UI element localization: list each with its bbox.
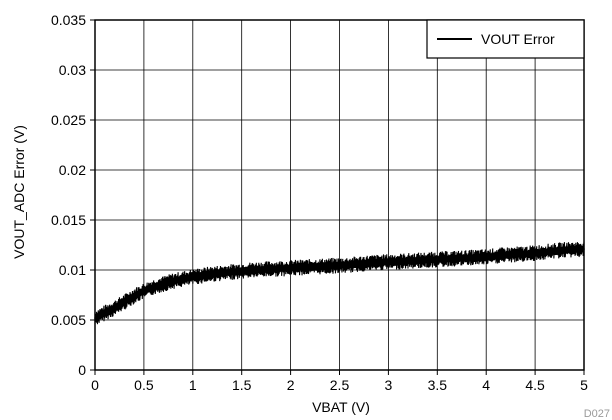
x-tick-label-2.5: 2.5: [330, 377, 350, 393]
data-point-0-14: [270, 268, 272, 270]
data-point-0-8: [172, 280, 175, 282]
y-tick-label-0.03: 0.03: [59, 62, 86, 78]
figure-id-footnote: D027: [584, 408, 610, 420]
plot-frame: [94, 19, 585, 371]
data-point-0-29: [563, 249, 566, 251]
data-point-0-22: [426, 259, 429, 261]
x-tick-label-3: 3: [385, 377, 393, 393]
y-tick-label-0.01: 0.01: [59, 262, 86, 278]
data-point-0-27: [524, 253, 527, 255]
x-tick-label-3.5: 3.5: [428, 377, 448, 393]
data-point-0-28: [544, 251, 546, 253]
data-point-0-25: [485, 256, 488, 258]
data-point-0-10: [192, 276, 194, 278]
x-tick-label-0: 0: [91, 377, 99, 393]
x-tick-label-5: 5: [580, 377, 588, 393]
data-point-0-2: [113, 307, 116, 309]
data-point-0-24: [465, 257, 468, 259]
data-point-0-26: [504, 254, 507, 256]
x-axis-title: VBAT (V): [312, 399, 370, 415]
data-point-0-12: [231, 271, 233, 273]
data-point-0-1: [103, 312, 106, 314]
x-tick-label-4.5: 4.5: [525, 377, 545, 393]
x-tick-labels: 0 0.5 1 1.5 2 2.5 3 3.5 4 4.5 5: [91, 377, 588, 393]
data-point-0-18: [348, 264, 351, 266]
data-point-0-6: [152, 286, 155, 288]
x-tick-label-1: 1: [189, 377, 197, 393]
x-tick-label-2: 2: [287, 377, 295, 393]
y-tick-label-0.025: 0.025: [51, 112, 86, 128]
x-tick-label-1.5: 1.5: [232, 377, 252, 393]
y-tick-label-0.005: 0.005: [51, 312, 86, 328]
series-0: [94, 241, 585, 325]
x-tick-label-0.5: 0.5: [134, 377, 154, 393]
y-axis-title: VOUT_ADC Error (V): [11, 125, 27, 259]
data-point-0-5: [143, 290, 145, 292]
data-point-0-9: [182, 278, 184, 280]
y-tick-label-0.035: 0.035: [51, 12, 86, 28]
legend: VOUT Error: [426, 19, 585, 59]
legend-box: [426, 19, 585, 59]
data-point-0-23: [446, 258, 448, 260]
series-line-0: [94, 241, 585, 325]
data-point-0-13: [250, 269, 253, 271]
data-point-0-11: [211, 273, 214, 275]
y-tick-label-0: 0: [78, 362, 86, 378]
data-point-0-4: [133, 295, 135, 297]
data-point-0-15: [289, 267, 292, 269]
x-tick-label-4: 4: [482, 377, 490, 393]
y-tick-label-0.02: 0.02: [59, 162, 86, 178]
data-point-0-20: [387, 261, 390, 263]
data-point-0-16: [309, 266, 311, 268]
y-tick-label-0.015: 0.015: [51, 212, 86, 228]
series-layer: [94, 241, 585, 325]
legend-label-vout-error: VOUT Error: [481, 31, 555, 47]
data-point-0-21: [407, 260, 409, 262]
data-point-0-3: [123, 301, 126, 303]
data-point-0-17: [328, 265, 331, 267]
data-point-0-19: [368, 262, 370, 264]
grid: [90, 19, 585, 375]
y-tick-labels: 0 0.005 0.01 0.015 0.02 0.025 0.03 0.035: [51, 12, 86, 378]
data-point-0-7: [162, 283, 165, 285]
